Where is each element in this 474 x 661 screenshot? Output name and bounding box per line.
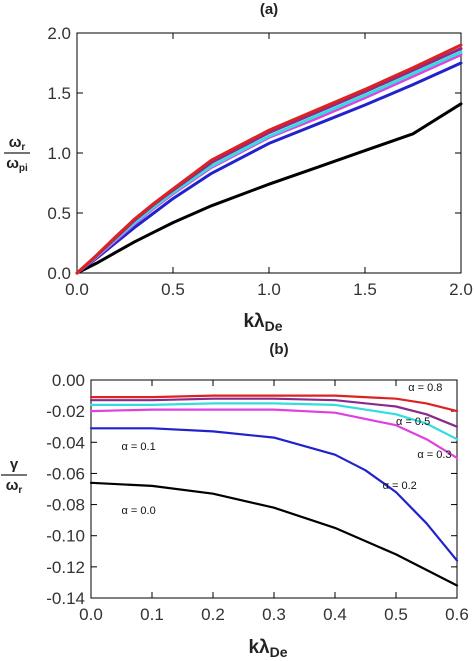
series-line-4 [75,47,463,275]
panel-b-label: (b) [269,341,288,358]
x-axis-label-main: kλ [243,311,265,332]
y-axis-label-denominator: ωpi [6,155,28,174]
x-tick-label: 0.1 [140,605,164,624]
y-tick-label: 1.5 [47,84,71,103]
plot-frame [76,32,462,274]
series-line-4 [89,397,459,428]
y-label-den-sub: r [18,485,22,496]
y-label-num-sub: r [21,142,25,153]
series-line-3 [89,402,459,441]
y-tick-label: -0.02 [46,402,85,421]
y-tick-label: 0.0 [47,264,71,283]
y-axis-label-numerator: ωr [9,134,26,153]
x-tick-label: 0.5 [161,280,185,299]
series-annotation: α = 0.5 [396,416,430,428]
x-tick-label: 0.2 [201,605,225,624]
y-label-den-main: ω [6,477,19,494]
y-tick-label: -0.14 [46,589,85,608]
series-annotation: α = 0.2 [383,480,417,492]
series-line-2 [89,408,459,459]
series-line-5 [89,394,459,413]
x-tick-label: 0.4 [323,605,347,624]
y-tick-label: -0.04 [46,433,85,452]
series-line-0 [75,102,463,275]
y-tick-label: 2.0 [47,24,71,43]
y-tick-label: 0.5 [47,204,71,223]
series-annotation: α = 0.1 [122,441,156,453]
series-line-1 [89,427,459,562]
y-tick-label: -0.10 [46,527,85,546]
x-tick-label: 0.5 [384,605,408,624]
y-tick-label: -0.06 [46,464,85,483]
x-axis-label-main: kλ [248,637,270,658]
x-tick-label: 1.0 [257,280,281,299]
x-tick-label: 0.0 [65,280,89,299]
series-line-5 [75,43,463,275]
x-axis-label-sub: De [265,318,283,334]
series-line-0 [89,481,459,587]
panel-a-label: (a) [260,1,278,18]
x-axis-label: kλDe [248,637,287,660]
series-annotation: α = 0.0 [122,505,156,517]
y-tick-label: 0.00 [52,371,85,390]
series-line-1 [75,61,463,275]
y-tick-label: 1.0 [47,144,71,163]
y-label-den-main: ω [6,155,19,172]
x-tick-label: 0.3 [262,605,286,624]
x-tick-label: 1.5 [353,280,377,299]
y-label-num-main: γ [10,456,19,473]
series-annotation: α = 0.3 [417,449,451,461]
chart-b: 0.0 0.1 0.2 0.3 0.4 0.5 0.6 0.00 -0.02 -0.04 -0.06… [1,371,469,660]
x-tick-label: 0.0 [79,605,103,624]
y-label-den-sub: pi [19,163,28,174]
y-axis-label-numerator: γ [10,456,19,473]
y-tick-label: -0.08 [46,496,85,515]
x-axis-label: kλDe [243,311,282,334]
x-tick-label: 0.6 [445,605,469,624]
x-axis-label-sub: De [270,644,288,660]
x-tick-label: 2.0 [449,280,473,299]
y-axis-label-denominator: ωr [6,477,23,496]
y-label-num-main: ω [9,134,22,151]
series-annotation: α = 0.8 [408,382,442,394]
series-line-3 [75,50,463,275]
y-tick-label: -0.12 [46,558,85,577]
